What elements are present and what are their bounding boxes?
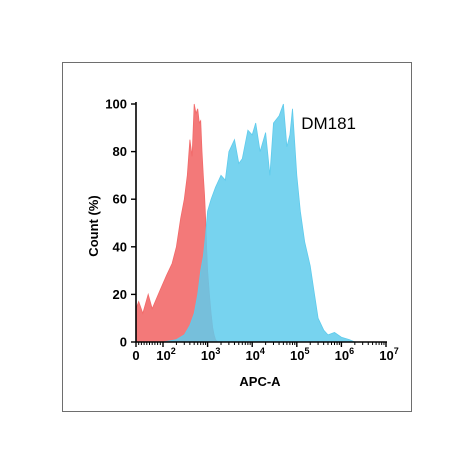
x-tick-label: 104 (245, 346, 264, 363)
x-tick-label: 0 (132, 348, 139, 363)
series-layer (135, 103, 355, 343)
x-axis-title: APC-A (239, 374, 281, 389)
y-tick-label: 40 (113, 239, 127, 254)
y-tick-label: 100 (105, 97, 127, 112)
x-tick-label: 105 (290, 346, 309, 363)
histogram-series-2 (162, 103, 355, 343)
y-tick-label: 80 (113, 144, 127, 159)
y-axis-title: Count (%) (86, 195, 101, 256)
sample-annotation: DM181 (301, 114, 356, 133)
y-tick-label: 60 (113, 192, 127, 207)
x-tick-label: 103 (201, 346, 220, 363)
axes-layer (135, 102, 387, 343)
y-tick-label: 20 (113, 287, 127, 302)
x-tick-label: 107 (379, 346, 398, 363)
x-tick-label: 102 (156, 346, 175, 363)
x-tick-label: 106 (335, 346, 354, 363)
ticks-layer: 0 20 40 60 80 100 0 102 103 104 105 106 107 (105, 97, 398, 364)
y-tick-label: 0 (120, 335, 127, 350)
